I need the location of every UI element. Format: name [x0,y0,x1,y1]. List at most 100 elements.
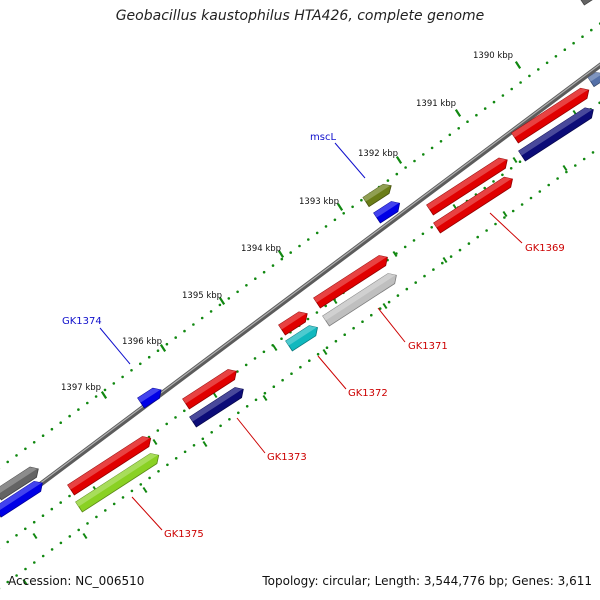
guide-dot [563,48,567,51]
guide-dot [537,68,540,71]
guide-dot [467,242,471,245]
guide-dot [6,540,9,544]
guide-dot [572,41,575,45]
guide-dot [50,427,54,431]
guide-dot [412,239,416,242]
minor-tick-mark [202,440,208,448]
guide-dot [315,311,319,314]
guide-dot [200,316,204,320]
guide-dot [538,190,542,193]
chromosome-backbone [0,62,600,518]
guide-dot [227,297,231,300]
feature-highlight [363,184,392,202]
guide-dot [565,170,568,174]
guide-dot [298,244,301,248]
tick-label: 1391 kbp [416,99,456,109]
gene-label: GK1375 [164,529,204,540]
feature-body[interactable] [0,480,43,518]
guide-dot [254,398,258,402]
gene-feature[interactable] [75,453,160,513]
guide-dot [147,355,151,359]
gene-labels: mscL GK1374 GK1369 GK1371 GK1372 GK1373 GK1375 [62,132,565,540]
guide-dot [299,365,302,369]
gene-feature[interactable] [362,183,392,208]
guide-dot [405,287,409,291]
guide-dot [59,421,62,425]
feature-highlight [137,388,162,403]
guide-dot [396,294,400,297]
guide-dot [475,113,478,117]
feature-body[interactable] [511,87,590,144]
feature-highlight [511,88,589,138]
minor-tick-mark [262,394,268,402]
gene-feature[interactable] [518,107,594,162]
feature-body[interactable] [278,311,308,336]
gene-feature[interactable] [426,157,508,216]
guide-dot [351,205,354,209]
guide-dot [166,463,169,467]
gene-feature[interactable] [322,273,397,327]
guide-dot [157,470,160,473]
feature-body[interactable] [578,0,600,6]
gene-feature[interactable] [587,72,600,88]
guide-dot [86,522,89,525]
guide-dot [253,357,257,360]
guide-dot [165,342,169,346]
guide-dot [361,320,364,324]
gene-feature[interactable] [182,369,237,410]
gene-feature[interactable] [278,311,308,336]
feature-body[interactable] [285,325,318,352]
minor-tick-mark [152,438,158,446]
label-leader-line [334,142,366,179]
guide-dot [547,183,550,187]
guide-dot [421,232,425,236]
guide-dot [476,235,480,239]
guide-dot [306,317,310,321]
gene-feature[interactable] [0,480,43,518]
guide-dot [139,483,143,486]
guide-dot [574,164,577,167]
gene-feature[interactable] [578,0,600,6]
guide-dot [121,375,124,379]
guide-dot [236,290,239,294]
guide-dot [315,231,319,235]
feature-body[interactable] [182,369,237,410]
guide-dot [509,167,513,170]
gene-feature[interactable] [313,255,388,309]
guide-dot [41,434,45,438]
gene-feature[interactable] [433,176,513,234]
guide-dot [15,534,18,537]
gene-feature[interactable] [285,325,318,352]
guide-dot [50,548,54,551]
guide-dot [519,81,522,84]
guide-dot [77,408,80,411]
feature-body[interactable] [189,387,244,428]
guide-dot [430,146,434,150]
guide-dot [236,370,239,373]
guide-dot [59,541,63,545]
gene-feature[interactable] [67,436,152,496]
tick-label: 1390 kbp [473,51,513,61]
guide-dot [581,35,584,38]
guide-dot [156,349,160,353]
tick-mark [100,391,108,399]
guide-dot [360,198,363,202]
minor-tick-mark [272,344,278,352]
tick-mark [159,344,167,352]
guide-dot [430,226,434,229]
gene-feature[interactable] [511,87,590,144]
accession-text: Accession: NC_006510 [8,574,145,588]
guide-dot [210,431,213,434]
gene-features[interactable] [0,0,600,518]
guide-dot [262,270,266,274]
gene-feature[interactable] [373,201,401,224]
gene-feature[interactable] [0,466,39,501]
minor-tick-mark [32,532,38,540]
gene-feature[interactable] [137,387,162,409]
guide-dot [556,177,559,180]
feature-body[interactable] [362,183,392,208]
tick-mark [395,156,403,164]
guide-dot [24,527,27,531]
gene-feature[interactable] [189,387,244,428]
